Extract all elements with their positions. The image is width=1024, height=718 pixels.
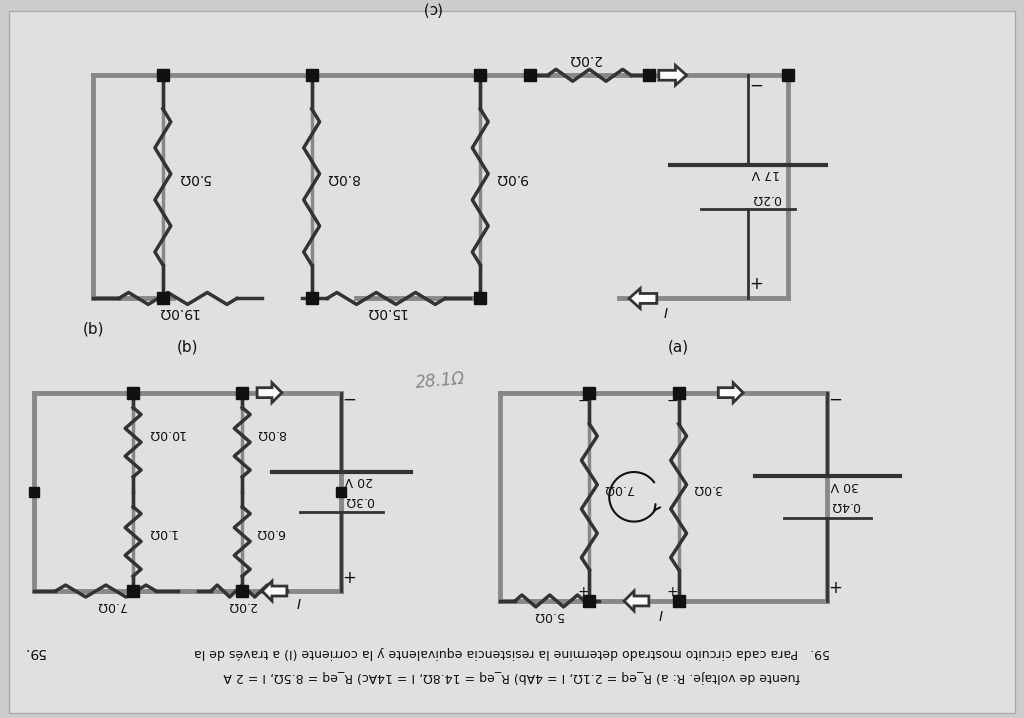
Text: +: + <box>750 274 763 292</box>
Text: −: − <box>342 391 356 409</box>
FancyBboxPatch shape <box>9 11 1015 713</box>
Text: (c): (c) <box>421 1 440 17</box>
Text: +: + <box>578 585 589 599</box>
Text: fuente de voltaje. R: a) R_eq = 2.1Ω, I = 4Ab) R_eq = 14.8Ω, I = 14Ac) R_eq = 8.: fuente de voltaje. R: a) R_eq = 2.1Ω, I … <box>223 671 801 684</box>
Text: 5.0Ω: 5.0Ω <box>532 609 562 622</box>
Text: (a): (a) <box>668 339 689 354</box>
Text: 5.0Ω: 5.0Ω <box>178 171 210 185</box>
Text: 59.: 59. <box>23 645 45 658</box>
Text: 15.0Ω: 15.0Ω <box>366 305 407 320</box>
Text: −: − <box>667 393 678 408</box>
Text: I: I <box>658 610 663 624</box>
Text: −: − <box>828 391 843 409</box>
Polygon shape <box>718 383 743 403</box>
Polygon shape <box>658 65 686 85</box>
Polygon shape <box>262 581 287 601</box>
Polygon shape <box>629 289 656 308</box>
Text: 1.0Ω: 1.0Ω <box>147 526 176 539</box>
Text: 2.0Ω: 2.0Ω <box>568 52 601 66</box>
Text: 0.2Ω: 0.2Ω <box>752 192 780 205</box>
Text: 30 V: 30 V <box>831 479 859 492</box>
Text: 6.0Ω: 6.0Ω <box>256 526 286 539</box>
Text: +: + <box>667 585 678 599</box>
Text: (b): (b) <box>177 339 199 354</box>
Text: 3.0Ω: 3.0Ω <box>692 482 722 495</box>
Text: 28.1Ω: 28.1Ω <box>415 370 466 392</box>
Text: 0.3Ω: 0.3Ω <box>344 494 374 507</box>
Text: 9.0Ω: 9.0Ω <box>496 171 527 185</box>
Polygon shape <box>624 591 649 611</box>
Polygon shape <box>257 383 282 403</box>
Text: (b): (b) <box>83 321 104 336</box>
Text: 59.   Para cada circuito mostrado determine la resistencia equivalente y la corr: 59. Para cada circuito mostrado determin… <box>194 645 830 658</box>
Text: 8.0Ω: 8.0Ω <box>256 427 286 440</box>
Text: 19.0Ω: 19.0Ω <box>157 305 199 320</box>
Text: 8.0Ω: 8.0Ω <box>327 171 359 185</box>
Text: +: + <box>342 569 356 587</box>
Text: 7.0Ω: 7.0Ω <box>603 482 633 495</box>
Text: 0.4Ω: 0.4Ω <box>830 499 860 512</box>
Text: −: − <box>578 393 589 408</box>
Text: 17 V: 17 V <box>752 167 780 180</box>
Text: I: I <box>664 307 668 321</box>
Text: I: I <box>297 598 301 612</box>
Text: 20 V: 20 V <box>345 474 374 487</box>
Text: 7.0Ω: 7.0Ω <box>96 599 126 612</box>
Text: 10.0Ω: 10.0Ω <box>147 427 184 440</box>
Text: 2.0Ω: 2.0Ω <box>227 599 257 612</box>
Text: +: + <box>828 579 843 597</box>
Text: −: − <box>750 76 763 94</box>
